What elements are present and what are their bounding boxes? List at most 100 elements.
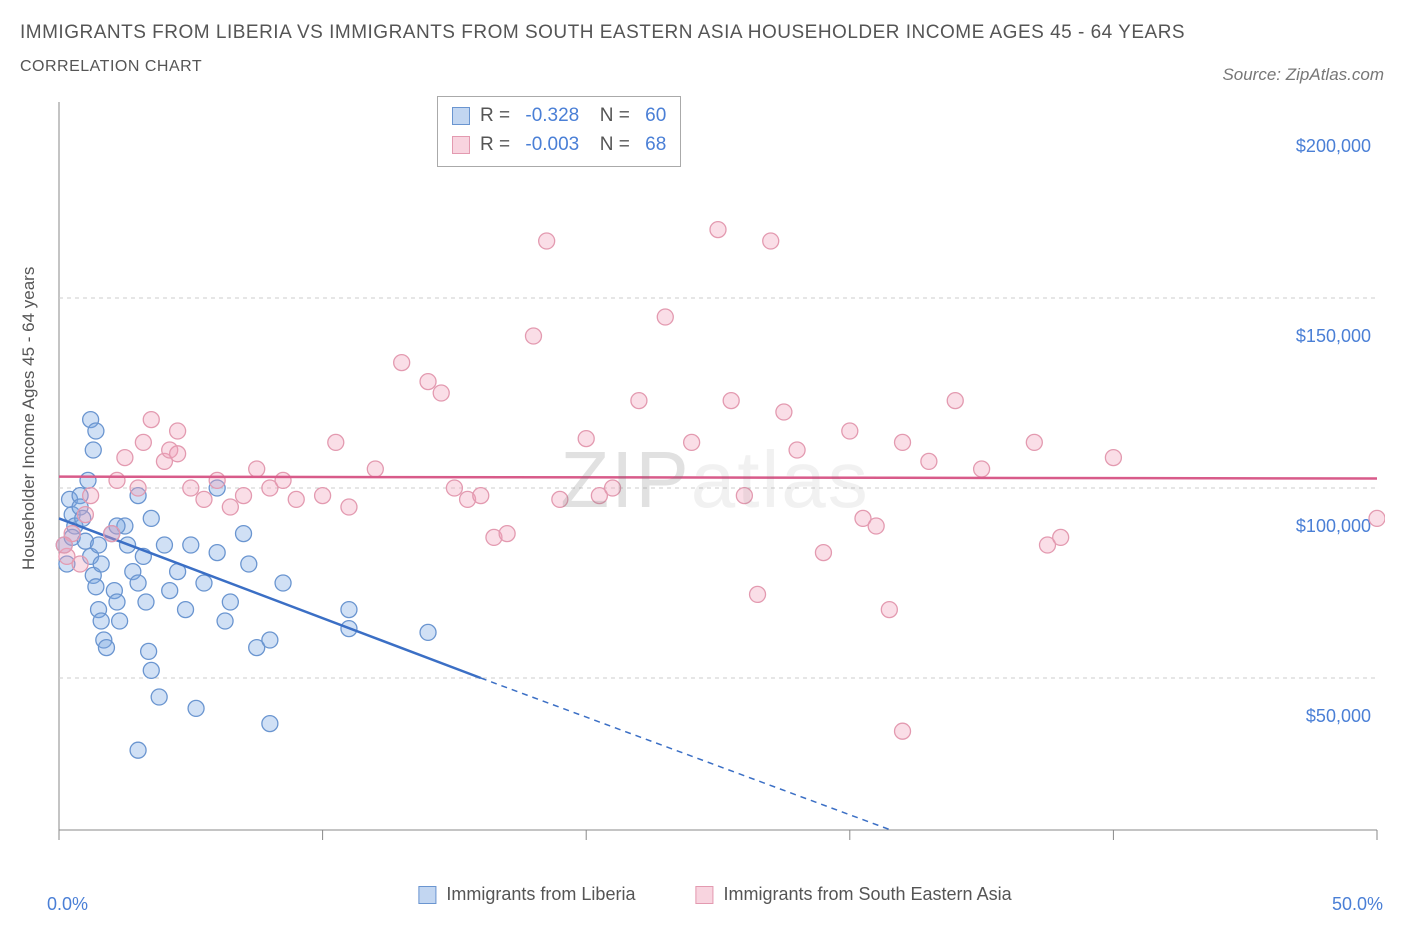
legend-label: Immigrants from South Eastern Asia: [723, 884, 1011, 905]
trend-extrapolation-liberia: [481, 678, 891, 830]
data-point: [446, 480, 462, 496]
data-point: [895, 723, 911, 739]
data-point: [196, 575, 212, 591]
data-point: [249, 461, 265, 477]
data-point: [112, 613, 128, 629]
y-tick-label: $150,000: [1296, 326, 1371, 346]
data-point: [109, 472, 125, 488]
data-point: [763, 233, 779, 249]
data-point: [143, 510, 159, 526]
legend-item-liberia: Immigrants from Liberia: [418, 884, 635, 905]
data-point: [895, 434, 911, 450]
data-point: [170, 423, 186, 439]
data-point: [1026, 434, 1042, 450]
stats-row-sea: R = -0.003 N = 68: [452, 130, 666, 159]
data-point: [657, 309, 673, 325]
stats-swatch-icon: [452, 136, 470, 154]
data-point: [631, 393, 647, 409]
data-point: [315, 488, 331, 504]
data-point: [91, 537, 107, 553]
data-point: [341, 602, 357, 618]
stats-swatch-icon: [452, 107, 470, 125]
data-point: [72, 556, 88, 572]
data-point: [143, 662, 159, 678]
data-point: [77, 507, 93, 523]
legend-swatch-icon: [695, 886, 713, 904]
data-point: [141, 643, 157, 659]
chart-container: Householder Income Ages 45 - 64 years $5…: [45, 100, 1385, 860]
data-point: [209, 545, 225, 561]
stats-n-value: 68: [640, 130, 666, 159]
data-point: [93, 613, 109, 629]
stats-r-value: -0.328: [525, 101, 579, 130]
data-point: [241, 556, 257, 572]
data-point: [288, 491, 304, 507]
chart-subtitle: CORRELATION CHART: [20, 58, 1386, 76]
trend-line-sea: [59, 477, 1377, 479]
data-point: [275, 575, 291, 591]
data-point: [222, 594, 238, 610]
data-point: [262, 716, 278, 732]
data-point: [138, 594, 154, 610]
legend-item-sea: Immigrants from South Eastern Asia: [695, 884, 1011, 905]
y-tick-label: $100,000: [1296, 516, 1371, 536]
data-point: [710, 222, 726, 238]
data-point: [88, 579, 104, 595]
data-point: [420, 624, 436, 640]
x-axis-min-label: 0.0%: [47, 894, 88, 915]
data-point: [539, 233, 555, 249]
data-point: [236, 488, 252, 504]
data-point: [135, 434, 151, 450]
data-point: [156, 537, 172, 553]
data-point: [275, 472, 291, 488]
data-point: [473, 488, 489, 504]
data-point: [209, 472, 225, 488]
data-point: [341, 499, 357, 515]
stats-r-label: R =: [480, 130, 515, 159]
data-point: [88, 423, 104, 439]
correlation-stats-box: R = -0.328 N = 60R = -0.003 N = 68: [437, 96, 681, 167]
data-point: [117, 450, 133, 466]
data-point: [736, 488, 752, 504]
data-point: [433, 385, 449, 401]
data-point: [789, 442, 805, 458]
data-point: [552, 491, 568, 507]
data-point: [367, 461, 383, 477]
data-point: [162, 583, 178, 599]
data-point: [130, 742, 146, 758]
y-axis-title: Householder Income Ages 45 - 64 years: [19, 267, 39, 570]
data-point: [80, 472, 96, 488]
scatter-plot: $50,000$100,000$150,000$200,000: [45, 100, 1385, 860]
data-point: [130, 575, 146, 591]
data-point: [1053, 529, 1069, 545]
data-point: [217, 613, 233, 629]
data-point: [104, 526, 120, 542]
data-point: [178, 602, 194, 618]
data-point: [578, 431, 594, 447]
data-point: [1105, 450, 1121, 466]
series-legend: Immigrants from Liberia Immigrants from S…: [418, 884, 1011, 905]
data-point: [262, 632, 278, 648]
data-point: [420, 374, 436, 390]
data-point: [196, 491, 212, 507]
data-point: [83, 488, 99, 504]
data-point: [499, 526, 515, 542]
x-axis-max-label: 50.0%: [1332, 894, 1383, 915]
stats-n-label: N =: [589, 101, 630, 130]
data-point: [98, 640, 114, 656]
data-point: [776, 404, 792, 420]
data-point: [394, 355, 410, 371]
stats-r-label: R =: [480, 101, 515, 130]
data-point: [881, 602, 897, 618]
source-attribution: Source: ZipAtlas.com: [1222, 65, 1384, 85]
data-point: [868, 518, 884, 534]
y-tick-label: $50,000: [1306, 706, 1371, 726]
legend-label: Immigrants from Liberia: [446, 884, 635, 905]
data-point: [85, 442, 101, 458]
data-point: [236, 526, 252, 542]
data-point: [130, 480, 146, 496]
data-point: [525, 328, 541, 344]
data-point: [93, 556, 109, 572]
stats-r-value: -0.003: [525, 130, 579, 159]
data-point: [815, 545, 831, 561]
